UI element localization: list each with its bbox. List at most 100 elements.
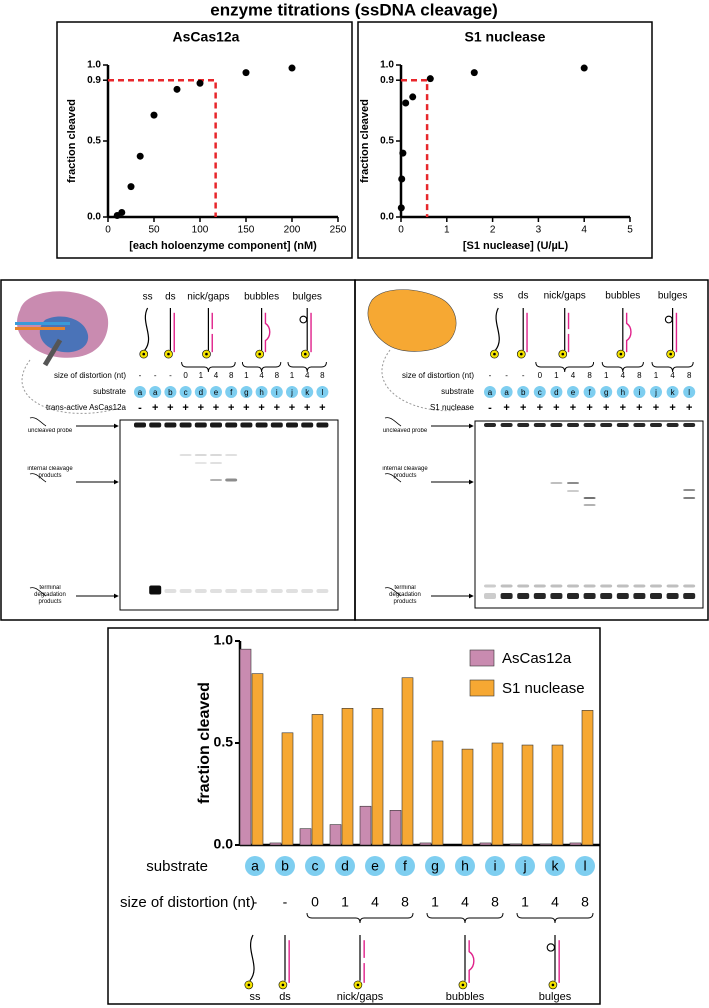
band-label-box: terminal degradation products xyxy=(389,585,421,605)
row-label: substrate xyxy=(93,387,126,396)
distortion-label: - xyxy=(139,371,142,380)
gel-band xyxy=(210,422,222,428)
gel-band xyxy=(225,454,238,456)
substrate-label: c xyxy=(184,388,188,397)
x-tick-label: c xyxy=(312,858,319,874)
distortion-label: 1 xyxy=(199,371,204,380)
gel-band xyxy=(164,422,177,428)
brace xyxy=(535,361,595,373)
distortion-label: 1 xyxy=(244,371,249,380)
gel-band xyxy=(149,585,162,595)
distortion-label: - xyxy=(522,371,525,380)
chart-title: S1 nuclease xyxy=(465,29,546,45)
distortion-label: 8 xyxy=(491,894,499,910)
data-point xyxy=(118,208,126,216)
ssdna xyxy=(249,934,255,982)
gel-band xyxy=(666,423,679,427)
y-tick-label: 0.5 xyxy=(214,734,234,750)
bar xyxy=(521,744,534,846)
bar xyxy=(251,673,264,846)
x-tick-label: 0 xyxy=(398,225,404,236)
data-point xyxy=(136,152,144,160)
radiation-icon-core xyxy=(142,352,146,356)
data-point xyxy=(580,64,588,72)
gel-band xyxy=(210,589,222,593)
x-tick-label: 200 xyxy=(284,225,301,236)
gel-band xyxy=(225,589,238,593)
data-point xyxy=(426,75,434,83)
gel-band xyxy=(517,423,530,427)
gel-band xyxy=(240,422,253,428)
distortion-label: 8 xyxy=(587,371,592,380)
probe-icon xyxy=(384,587,402,597)
gel-band xyxy=(650,584,662,588)
bar xyxy=(479,842,492,846)
substrate-badge xyxy=(335,856,355,876)
bar xyxy=(341,708,354,846)
band-label: uncleaved probe xyxy=(27,428,73,434)
substrate-label: a xyxy=(153,388,158,397)
gel-band xyxy=(600,584,613,588)
substrate-badge xyxy=(240,386,253,398)
panel xyxy=(56,21,353,259)
legend-label: S1 nuclease xyxy=(502,680,585,697)
data-point xyxy=(409,93,417,101)
distortion-label: 1 xyxy=(521,894,529,910)
bulge-loop xyxy=(546,943,556,952)
substrate-badge xyxy=(245,856,265,876)
gel-band xyxy=(583,584,596,588)
gel-band xyxy=(583,504,596,506)
connector xyxy=(381,349,471,412)
substrate-label: k xyxy=(671,388,676,397)
enzyme-sign: + xyxy=(503,402,509,414)
distortion-label: 4 xyxy=(551,894,559,910)
distortion-label: 1 xyxy=(604,371,609,380)
substrate-label: g xyxy=(244,388,248,397)
brace xyxy=(651,361,694,373)
data-point xyxy=(288,64,296,72)
radiation-icon-core xyxy=(167,352,170,356)
x-axis-label: [each holoenzyme component] (nM) xyxy=(129,240,317,252)
gel-band xyxy=(567,482,579,484)
y-tick-label: 0.0 xyxy=(214,836,234,852)
gel-band xyxy=(149,422,162,428)
distortion-label: 4 xyxy=(571,371,576,380)
substrate-badge xyxy=(164,386,177,398)
x-tick-label: 250 xyxy=(330,225,347,236)
gel-band xyxy=(633,593,646,599)
gel-band xyxy=(194,589,207,593)
data-point xyxy=(397,204,405,212)
substrate-badge xyxy=(545,856,565,876)
bar xyxy=(539,843,552,846)
band-label-box: terminal degradation products xyxy=(34,585,66,605)
enzyme-sign: + xyxy=(636,402,642,414)
bar xyxy=(509,843,522,846)
radiation-icon-core xyxy=(356,983,360,987)
enzyme-sign: + xyxy=(258,402,264,414)
category-axis-label: substrate xyxy=(146,858,208,875)
gel-band xyxy=(484,593,496,599)
bar xyxy=(431,740,444,846)
radiation-icon-core xyxy=(247,983,251,987)
substrate-label: l xyxy=(322,388,324,397)
enzyme-sign: + xyxy=(289,402,295,414)
gel-band xyxy=(533,593,546,599)
ssdna xyxy=(144,307,150,351)
substrate-badge xyxy=(270,386,283,398)
group-label: bulges xyxy=(539,991,572,1003)
legend-label: AsCas12a xyxy=(502,650,572,667)
enzyme-sign: + xyxy=(669,402,675,414)
data-point xyxy=(127,183,135,191)
gel-band xyxy=(567,584,579,588)
enzyme-sign: + xyxy=(603,402,609,414)
group-label: nick/gaps xyxy=(337,991,384,1003)
x-tick-label: 100 xyxy=(192,225,209,236)
substrate-badge xyxy=(533,386,546,398)
enzyme-sign: + xyxy=(182,402,188,414)
gel-band xyxy=(583,593,596,599)
substrate-badge xyxy=(650,386,662,398)
gel-header: ds xyxy=(165,292,176,303)
distortion-label: 8 xyxy=(275,371,280,380)
gel-band xyxy=(270,589,283,593)
